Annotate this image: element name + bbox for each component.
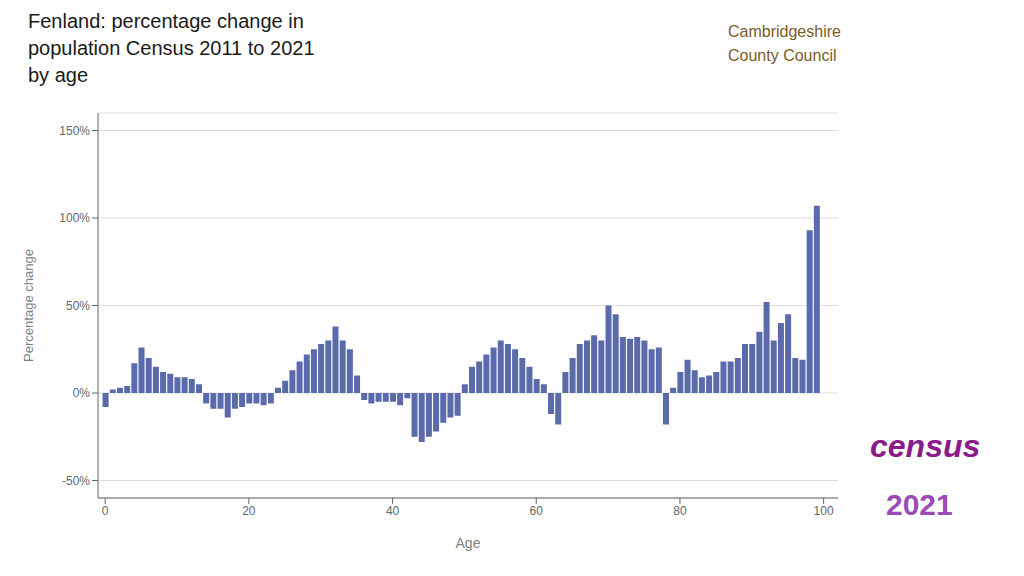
svg-text:Age: Age <box>456 535 481 551</box>
html-text:Cambridgeshire County Council: Cambridgeshire County Council <box>728 23 841 64</box>
html-text:2021: 2021 <box>886 488 953 521</box>
svg-text:0%: 0% <box>73 386 91 400</box>
html-text:Fenland: percentage change in: Fenland: percentage change in population… <box>28 10 315 86</box>
svg-text:60: 60 <box>530 504 544 518</box>
svg-text:50%: 50% <box>66 299 90 313</box>
svg-text:100%: 100% <box>59 211 90 225</box>
html-text:census: census <box>870 428 981 464</box>
svg-text:20: 20 <box>242 504 256 518</box>
svg-text:-50%: -50% <box>62 474 90 488</box>
svg-text:80: 80 <box>673 504 687 518</box>
svg-text:150%: 150% <box>59 124 90 138</box>
svg-text:40: 40 <box>386 504 400 518</box>
svg-text:100: 100 <box>814 504 834 518</box>
svg-text:Percentage change: Percentage change <box>21 249 36 362</box>
svg-text:0: 0 <box>102 504 109 518</box>
